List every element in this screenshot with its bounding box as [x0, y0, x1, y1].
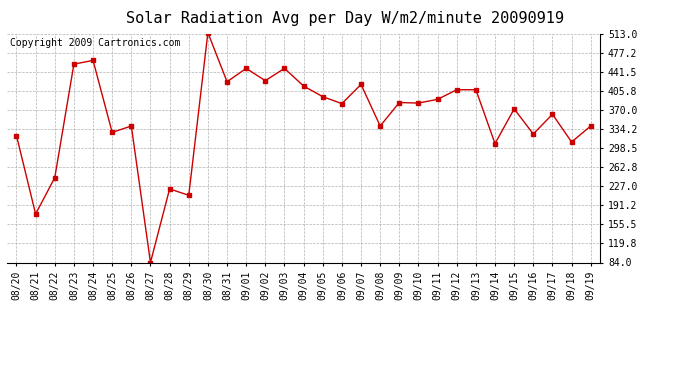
Text: Solar Radiation Avg per Day W/m2/minute 20090919: Solar Radiation Avg per Day W/m2/minute …: [126, 11, 564, 26]
Text: Copyright 2009 Cartronics.com: Copyright 2009 Cartronics.com: [10, 38, 180, 48]
